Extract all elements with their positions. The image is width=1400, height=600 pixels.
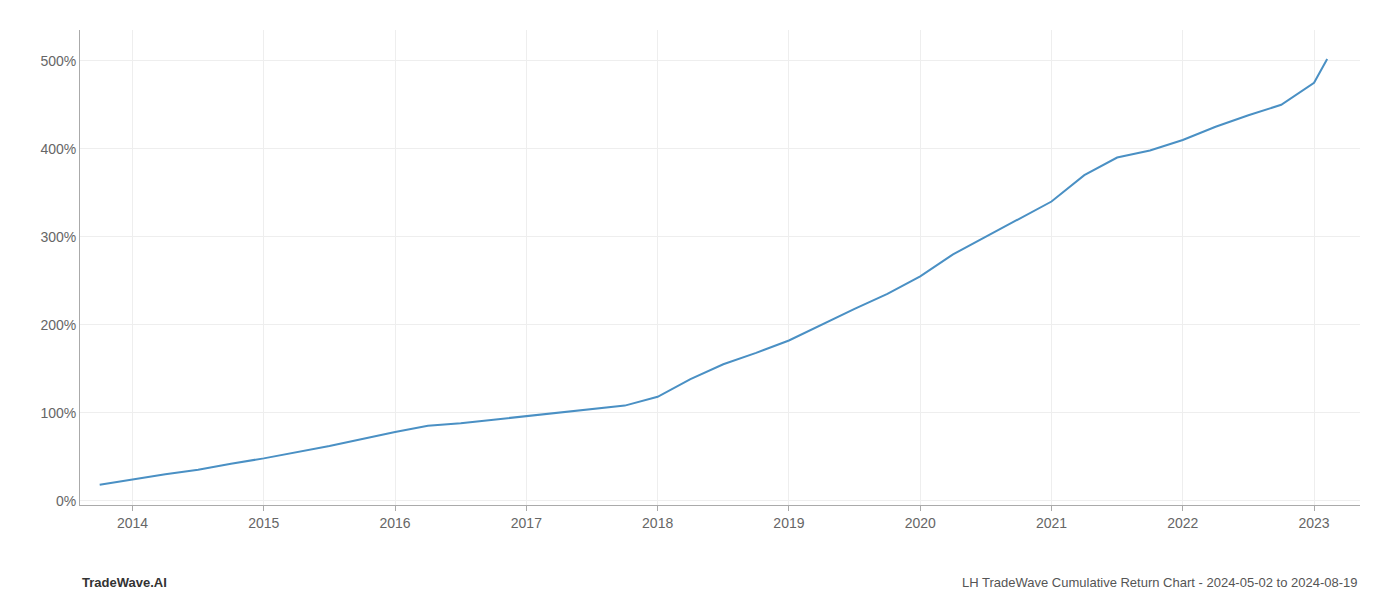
svg-text:2018: 2018 [642, 515, 673, 531]
svg-text:100%: 100% [40, 405, 76, 421]
svg-text:2015: 2015 [248, 515, 279, 531]
svg-text:2019: 2019 [773, 515, 804, 531]
svg-text:300%: 300% [40, 229, 76, 245]
svg-text:0%: 0% [56, 493, 76, 509]
svg-text:2021: 2021 [1036, 515, 1067, 531]
svg-text:2017: 2017 [511, 515, 542, 531]
svg-text:2023: 2023 [1298, 515, 1329, 531]
svg-text:2016: 2016 [380, 515, 411, 531]
svg-text:2014: 2014 [117, 515, 148, 531]
svg-text:2022: 2022 [1167, 515, 1198, 531]
svg-text:2020: 2020 [905, 515, 936, 531]
svg-text:500%: 500% [40, 53, 76, 69]
svg-text:200%: 200% [40, 317, 76, 333]
svg-text:400%: 400% [40, 141, 76, 157]
svg-text:LH TradeWave Cumulative Return: LH TradeWave Cumulative Return Chart - 2… [962, 575, 1358, 590]
svg-text:TradeWave.AI: TradeWave.AI [82, 575, 167, 590]
